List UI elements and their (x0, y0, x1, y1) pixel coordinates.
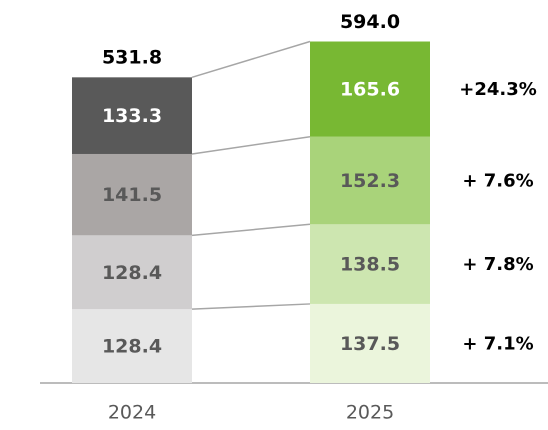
x-tick-label: 2025 (346, 402, 394, 424)
segment-label: 133.3 (102, 105, 162, 127)
segment-label: 128.4 (102, 262, 162, 284)
segment-label: 152.3 (340, 170, 400, 192)
bar-segment (72, 77, 192, 154)
total-label: 594.0 (340, 11, 400, 33)
bar-segment (310, 136, 430, 225)
segment-label: 137.5 (340, 333, 400, 355)
segment-label: 128.4 (102, 336, 162, 358)
connector (191, 40, 311, 79)
connector (191, 135, 311, 155)
bar-segment (72, 153, 192, 236)
total-label: 531.8 (102, 47, 162, 69)
x-tick-label: 2024 (108, 402, 156, 424)
growth-label: + 7.1% (462, 333, 533, 354)
bar-segment (310, 303, 430, 383)
segment-label: 165.6 (340, 79, 400, 101)
segment-label: 141.5 (102, 184, 162, 206)
growth-label: +24.3% (459, 79, 537, 100)
bar-segment (310, 224, 430, 304)
bar-segment (72, 309, 192, 383)
growth-label: + 7.8% (462, 254, 533, 275)
connector (191, 223, 311, 237)
bar-segment (72, 235, 192, 310)
bar-segment (310, 41, 430, 137)
connector (191, 303, 311, 310)
growth-label: + 7.6% (462, 171, 533, 192)
segment-label: 138.5 (340, 254, 400, 276)
